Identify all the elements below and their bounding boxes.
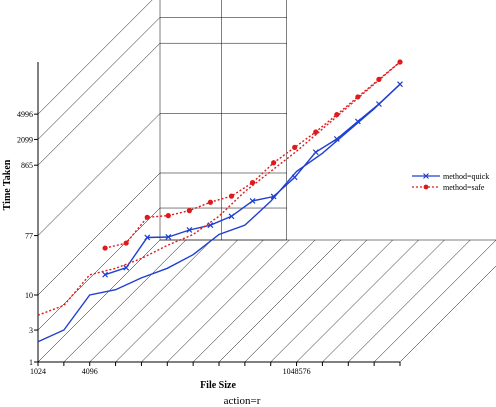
y-tick-label: 2099	[17, 135, 33, 144]
data-point	[334, 112, 339, 117]
legend-marker	[424, 185, 429, 190]
wall-grid-line	[38, 0, 160, 114]
x-tick-label: 1024	[30, 367, 46, 376]
data-point	[376, 77, 381, 82]
wall-grid-line	[38, 43, 160, 165]
floor-grid-line	[116, 240, 238, 362]
legend-label: method=quick	[443, 172, 489, 181]
data-point	[187, 208, 192, 213]
floor-grid-line	[322, 240, 444, 362]
data-point	[124, 240, 129, 245]
data-point	[271, 160, 276, 165]
floor-grid-line	[348, 240, 470, 362]
x-tick-label: 1048576	[283, 367, 311, 376]
data-point	[208, 200, 213, 205]
series-line	[38, 84, 400, 342]
wall-grid-line	[38, 114, 160, 236]
y-tick-label: 3	[29, 326, 33, 335]
wall-grid-line	[38, 173, 160, 295]
series-layer	[38, 59, 403, 341]
y-tick-label: 865	[21, 161, 33, 170]
floor-grid-line	[374, 240, 496, 362]
data-point	[145, 215, 150, 220]
data-point	[292, 175, 297, 180]
y-tick-label: 77	[25, 232, 33, 241]
y-axis-ticks: 1 3 10 77 865 2099 4996	[17, 110, 38, 367]
floor-grid-line	[141, 240, 263, 362]
data-point	[376, 102, 381, 107]
wall-grid-line	[38, 17, 160, 139]
y-axis-label: Time Taken	[2, 159, 13, 210]
x-axis-label: File Size	[200, 380, 236, 391]
data-point	[166, 213, 171, 218]
series-1	[38, 82, 403, 342]
data-point	[398, 82, 403, 87]
legend-label: method=safe	[443, 183, 485, 192]
series-line	[38, 62, 400, 315]
floor-grid-line	[400, 240, 496, 362]
floor-grid-line	[64, 240, 186, 362]
floor-grid-line	[219, 240, 341, 362]
grid-layer	[38, 0, 496, 366]
floor-grid-line	[193, 240, 315, 362]
floor-grid-line	[245, 240, 367, 362]
data-point	[355, 94, 360, 99]
floor-right-edge	[400, 240, 496, 362]
floor-grid-line	[297, 240, 419, 362]
data-point	[397, 59, 402, 64]
data-point	[313, 150, 318, 155]
series-line	[105, 84, 400, 275]
data-point	[313, 129, 318, 134]
data-point	[292, 145, 297, 150]
footer-label: action=r	[224, 395, 261, 407]
data-point	[229, 194, 234, 199]
y-tick-label: 4996	[17, 110, 33, 119]
wall-grid-line	[38, 240, 160, 362]
series-line	[105, 62, 400, 248]
floor-grid-line	[90, 240, 212, 362]
data-point	[250, 180, 255, 185]
data-point	[103, 245, 108, 250]
y-tick-label: 1	[29, 358, 33, 367]
floor-grid-line	[271, 240, 393, 362]
legend: method=quick method=safe	[412, 172, 489, 192]
y-tick-label: 10	[25, 291, 33, 300]
wall-grid-line	[38, 208, 160, 330]
x-tick-label: 4096	[82, 367, 98, 376]
series-2	[38, 59, 403, 315]
x-axis-ticks: 1024 4096 1048576	[30, 367, 311, 376]
